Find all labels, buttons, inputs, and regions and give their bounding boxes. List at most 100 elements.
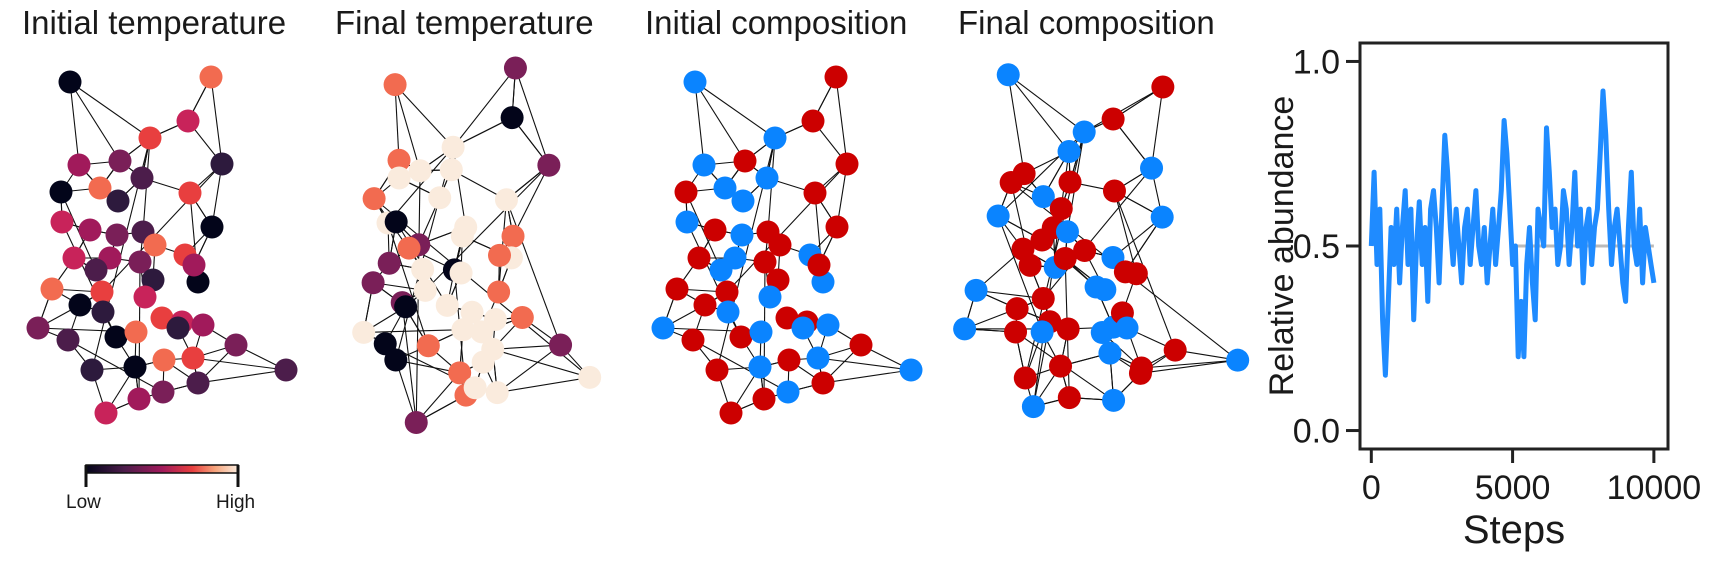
colorbar-high-label: High (216, 492, 256, 513)
network-node (986, 204, 1010, 228)
network-node (361, 271, 385, 295)
network-node (441, 135, 465, 159)
network-node (674, 180, 698, 204)
network-node (1090, 321, 1114, 345)
network-node (352, 320, 376, 344)
network-node (128, 250, 152, 274)
network-node (776, 380, 800, 404)
network-node (953, 317, 977, 341)
network-edge (1007, 74, 1070, 152)
network-node (999, 170, 1023, 194)
network-node (428, 186, 452, 210)
network-node (176, 109, 200, 133)
network-node (683, 70, 707, 94)
network-node (58, 70, 82, 94)
network-edge (1007, 74, 1085, 133)
network-node (274, 358, 298, 382)
network-node (384, 210, 408, 234)
network-edge (817, 357, 912, 371)
network-node (715, 280, 739, 304)
network-edge (496, 344, 561, 394)
network-node (549, 333, 573, 357)
network-node (964, 278, 988, 302)
network-node (50, 210, 74, 234)
network-node (811, 371, 835, 395)
network-node (449, 261, 473, 285)
network-node (108, 149, 132, 173)
network-node (494, 188, 518, 212)
network-node (651, 316, 675, 340)
network-node (178, 181, 202, 205)
network-node (791, 316, 815, 340)
network-node (716, 300, 740, 324)
network-node (1004, 320, 1028, 344)
network-node (1049, 354, 1073, 378)
network-node (448, 361, 472, 385)
network-node (758, 285, 782, 309)
y-axis-label: Relative abundance (1263, 96, 1301, 397)
network-node (675, 210, 699, 234)
network-node (731, 189, 755, 213)
network-node (123, 355, 147, 379)
network-node (104, 325, 128, 349)
network-node (748, 355, 772, 379)
network-node (1053, 246, 1077, 270)
network-node (835, 152, 859, 176)
network-node (709, 258, 733, 282)
network-node (1031, 286, 1055, 310)
network-edge (1140, 359, 1238, 374)
network-node (1021, 395, 1045, 419)
network-node (1031, 185, 1055, 209)
network-node (1084, 275, 1108, 299)
network-node (816, 313, 840, 337)
network-node (806, 346, 830, 370)
network-node (807, 253, 831, 277)
network-node (166, 316, 190, 340)
network-node (404, 410, 428, 434)
network-node (49, 180, 73, 204)
network-node (88, 176, 112, 200)
network-edge (1007, 74, 1025, 174)
network-node (1098, 341, 1122, 365)
network-panel-3 (651, 65, 923, 425)
network-node (460, 300, 484, 324)
network-edge (497, 376, 590, 394)
network-node (450, 224, 474, 248)
network-node (500, 106, 524, 130)
network-node (1073, 239, 1097, 263)
network-node (749, 320, 773, 344)
panel-title-final-composition: Final composition (958, 4, 1215, 41)
network-node (182, 253, 206, 277)
network-node (537, 153, 561, 177)
network-node (752, 387, 776, 411)
network-node (377, 251, 401, 275)
network-node (763, 126, 787, 150)
network-edge (197, 369, 287, 384)
network-node (801, 109, 825, 133)
network-edge (1150, 86, 1164, 169)
network-node (1005, 297, 1029, 321)
network-node (384, 348, 408, 372)
network-node (687, 246, 711, 270)
network-edge (492, 348, 590, 378)
network-node (487, 280, 511, 304)
network-node (777, 348, 801, 372)
network-node (1055, 220, 1079, 244)
network-edge (452, 67, 516, 148)
colorbar-low-label: Low (66, 492, 101, 513)
network-node (729, 325, 753, 349)
network-edge (67, 339, 164, 393)
network-node (84, 258, 108, 282)
network-node (387, 166, 411, 190)
network-node (416, 334, 440, 358)
network-node (824, 65, 848, 89)
network-edge (394, 84, 421, 171)
network-edge (822, 369, 912, 384)
network-node (481, 337, 505, 361)
x-tick-label: 5000 (1475, 469, 1551, 507)
network-panel-4 (953, 63, 1250, 419)
network-edge (69, 81, 80, 166)
network-edge (685, 191, 722, 271)
network-node (996, 63, 1020, 87)
network-node (124, 320, 148, 344)
